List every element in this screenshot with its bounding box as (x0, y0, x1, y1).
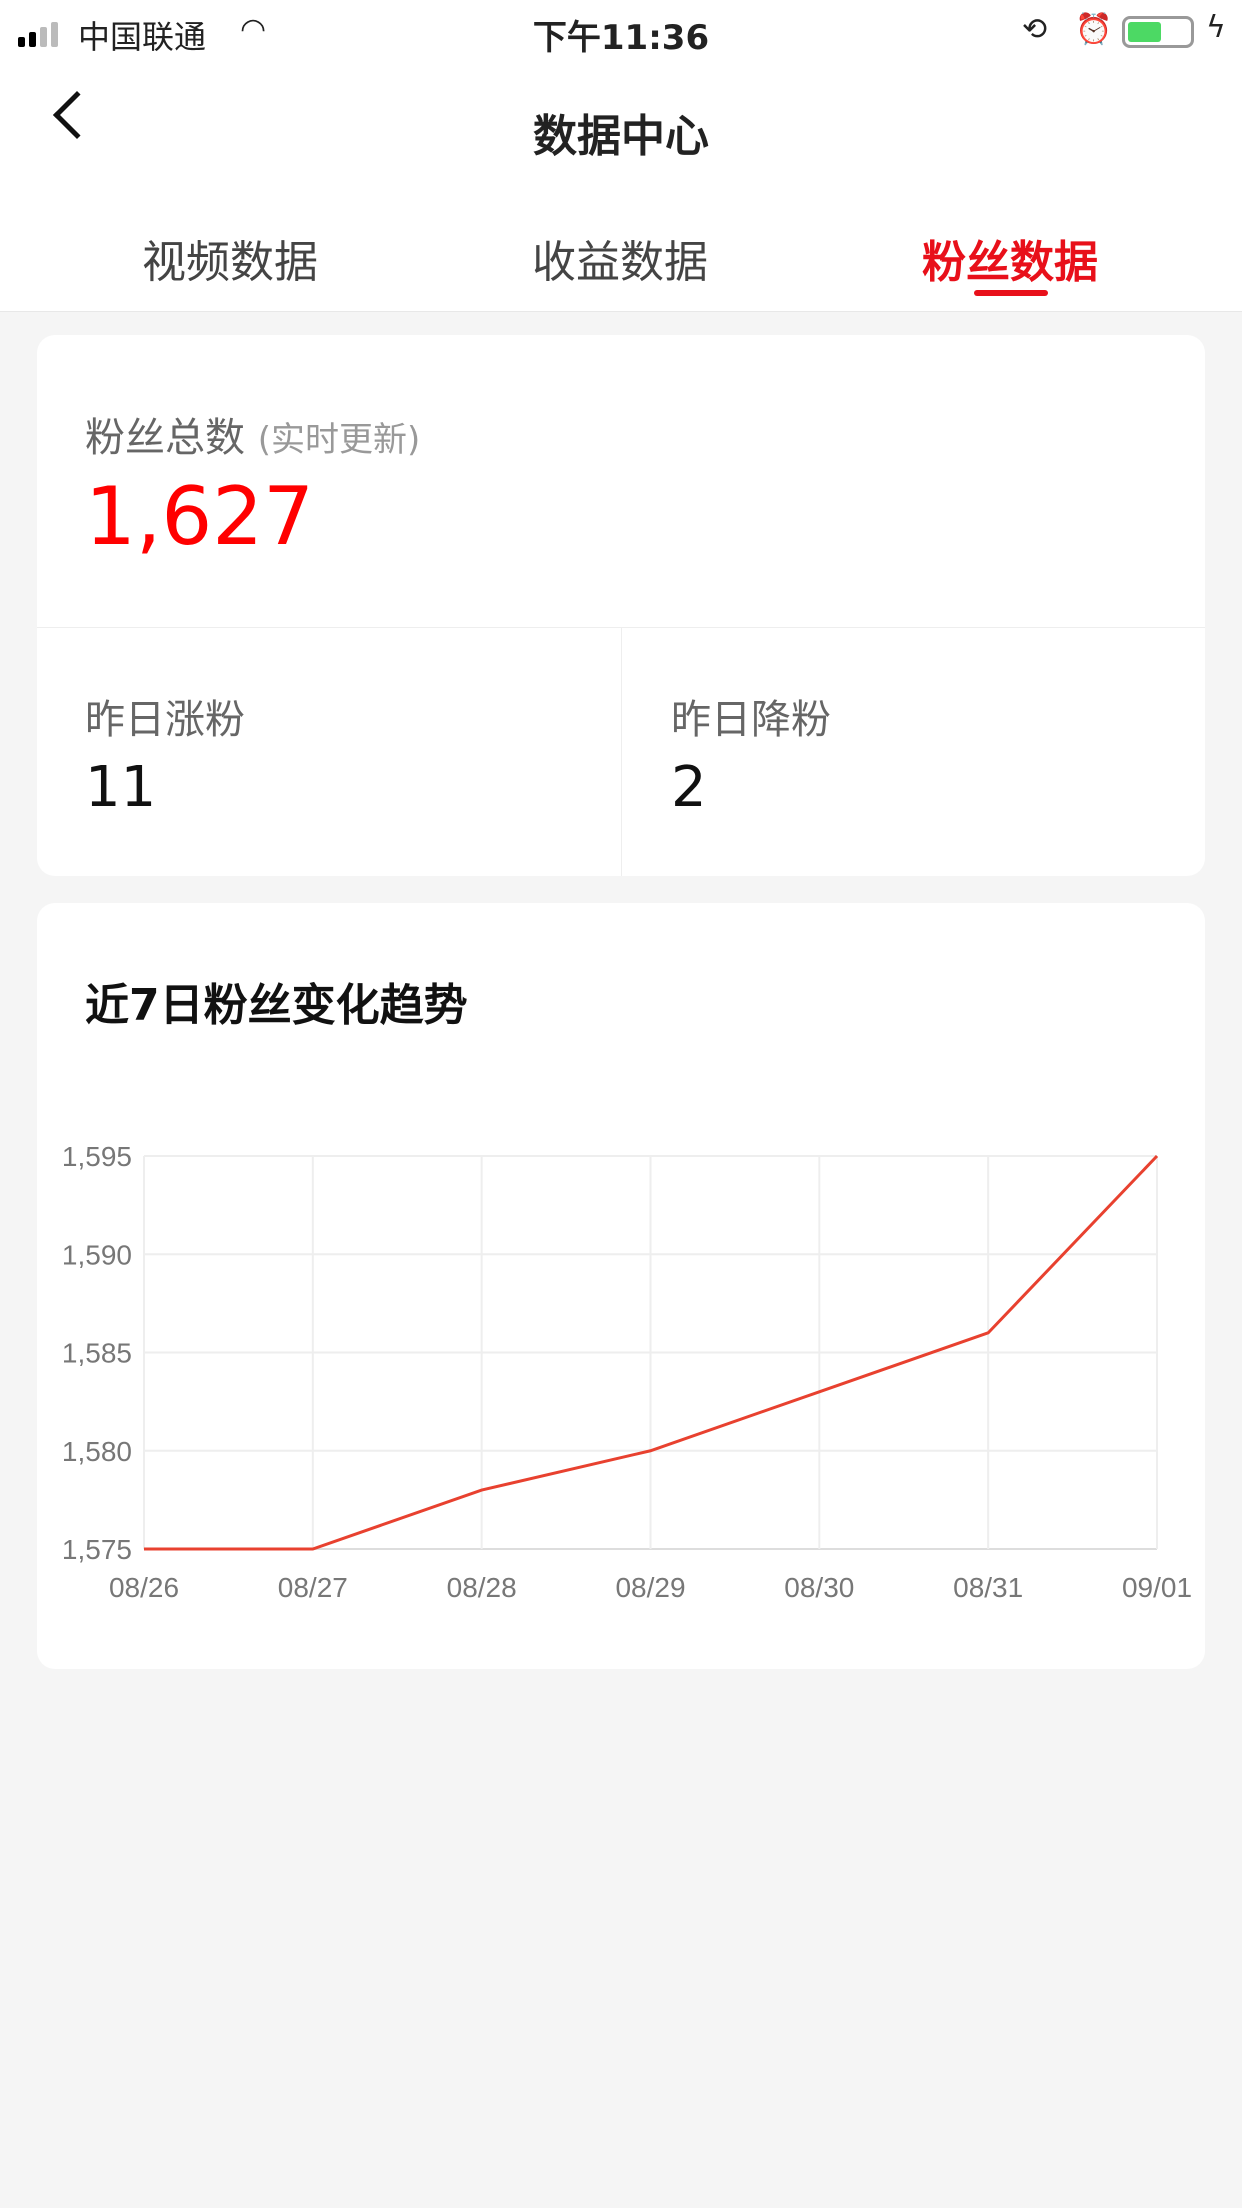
y-tick-label: 1,575 (62, 1534, 132, 1565)
clock: 下午11:36 (532, 18, 710, 58)
x-tick-label: 08/31 (953, 1572, 1023, 1603)
x-tick-label: 08/29 (615, 1572, 685, 1603)
y-tick-label: 1,590 (62, 1239, 132, 1270)
divider (621, 627, 622, 876)
active-tab-indicator (974, 290, 1048, 296)
x-tick-label: 08/26 (109, 1572, 179, 1603)
tab-fans-data[interactable]: 粉丝数据 (922, 237, 1098, 288)
x-tick-label: 08/27 (278, 1572, 348, 1603)
x-tick-label: 09/01 (1122, 1572, 1192, 1603)
y-tick-label: 1,595 (62, 1141, 132, 1172)
gain-label: 昨日涨粉 (85, 697, 245, 743)
x-tick-label: 08/30 (784, 1572, 854, 1603)
rotation-lock-icon: ⟲ (1022, 12, 1048, 47)
battery-icon (1122, 16, 1194, 48)
chart-title: 近7日粉丝变化趋势 (85, 980, 468, 1031)
alarm-icon: ⏰ (1075, 12, 1113, 47)
tab-video-data[interactable]: 视频数据 (142, 237, 318, 288)
status-bar: 中国联通 ◠ 下午11:36 ⟲ ⏰ ϟ (0, 0, 1242, 64)
carrier: 中国联通 (78, 18, 207, 56)
y-tick-label: 1,580 (62, 1436, 132, 1467)
page-title: 数据中心 (533, 111, 709, 162)
total-fans-value: 1,627 (85, 470, 315, 563)
signal-icon (18, 22, 58, 47)
wifi-icon: ◠ (240, 12, 267, 47)
loss-label: 昨日降粉 (671, 697, 831, 743)
top-bar: 中国联通 ◠ 下午11:36 ⟲ ⏰ ϟ 数据中心 视频数据 收益数据 粉丝数据 (0, 0, 1242, 312)
realtime-note: (实时更新) (257, 420, 421, 460)
y-tick-label: 1,585 (62, 1338, 132, 1369)
total-fans-label: 粉丝总数 (85, 415, 245, 461)
tab-revenue-data[interactable]: 收益数据 (532, 237, 708, 288)
charging-icon: ϟ (1206, 10, 1226, 45)
fans-summary-card: 粉丝总数 (实时更新) 1,627 昨日涨粉 11 昨日降粉 2 (37, 335, 1205, 876)
trend-chart-card: 近7日粉丝变化趋势 1,575 1,580 1,585 1,590 1,595 08/26… (37, 903, 1205, 1669)
line-chart: 1,575 1,580 1,585 1,590 1,595 08/26 08/27 08/28… (62, 1141, 1192, 1603)
loss-value: 2 (671, 755, 707, 820)
x-tick-label: 08/28 (447, 1572, 517, 1603)
gain-value: 11 (85, 755, 157, 820)
